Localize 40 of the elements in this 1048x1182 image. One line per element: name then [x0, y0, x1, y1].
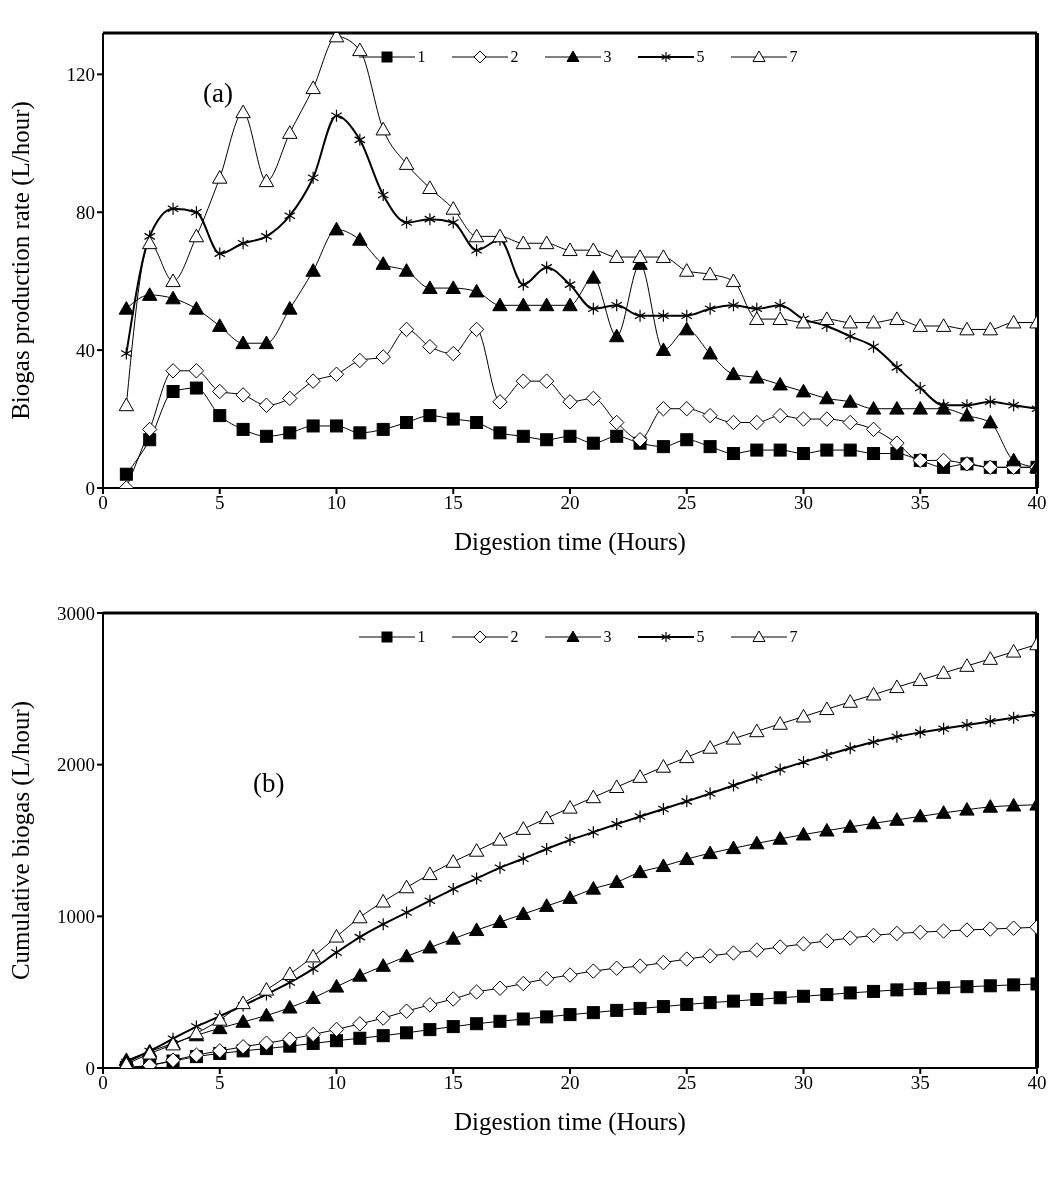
- legend-label: 1: [417, 628, 426, 646]
- y-tick-label: 3000: [57, 602, 95, 624]
- x-tick-label: 25: [677, 1072, 697, 1094]
- x-tick-label: 15: [443, 1072, 463, 1094]
- x-tick-label: 35: [910, 492, 930, 514]
- x-tick-label: 40: [1027, 492, 1047, 514]
- y-tick-label: 40: [76, 339, 95, 361]
- x-tick-label: 5: [215, 1072, 225, 1094]
- x-tick-label: 30: [794, 492, 813, 514]
- x-tick-label: 30: [794, 1072, 813, 1094]
- x-axis-title: Digestion time (Hours): [454, 1108, 686, 1136]
- y-axis-title: Cumulative biogas (L/hour): [6, 700, 35, 981]
- annotation: (b): [253, 768, 285, 799]
- y-axis-title: Biogas production rate (L/hour): [6, 101, 35, 420]
- y-tick-label: 0: [85, 1057, 95, 1079]
- legend-label: 5: [696, 48, 705, 66]
- y-tick-label: 2000: [57, 754, 95, 776]
- x-tick-label: 35: [910, 1072, 930, 1094]
- legend-label: 2: [510, 48, 519, 66]
- legend-label: 7: [789, 628, 798, 646]
- y-tick-label: 0: [85, 477, 95, 499]
- legend-label: 7: [789, 48, 798, 66]
- annotation: (a): [203, 78, 233, 109]
- x-axis-title: Digestion time (Hours): [454, 528, 686, 556]
- legend-label: 2: [510, 628, 519, 646]
- x-tick-label: 10: [327, 1072, 346, 1094]
- x-tick-label: 20: [560, 492, 580, 514]
- x-tick-label: 20: [560, 1072, 580, 1094]
- legend-label: 5: [696, 628, 705, 646]
- legend-label: 3: [603, 628, 612, 646]
- legend-label: 3: [603, 48, 612, 66]
- x-tick-label: 10: [327, 492, 346, 514]
- x-tick-label: 25: [677, 492, 697, 514]
- x-tick-label: 15: [443, 492, 463, 514]
- x-tick-label: 5: [215, 492, 225, 514]
- x-tick-label: 40: [1027, 1072, 1047, 1094]
- legend-label: 1: [417, 48, 426, 66]
- y-tick-label: 1000: [57, 906, 95, 928]
- y-tick-label: 120: [66, 64, 95, 86]
- y-tick-label: 80: [76, 201, 95, 223]
